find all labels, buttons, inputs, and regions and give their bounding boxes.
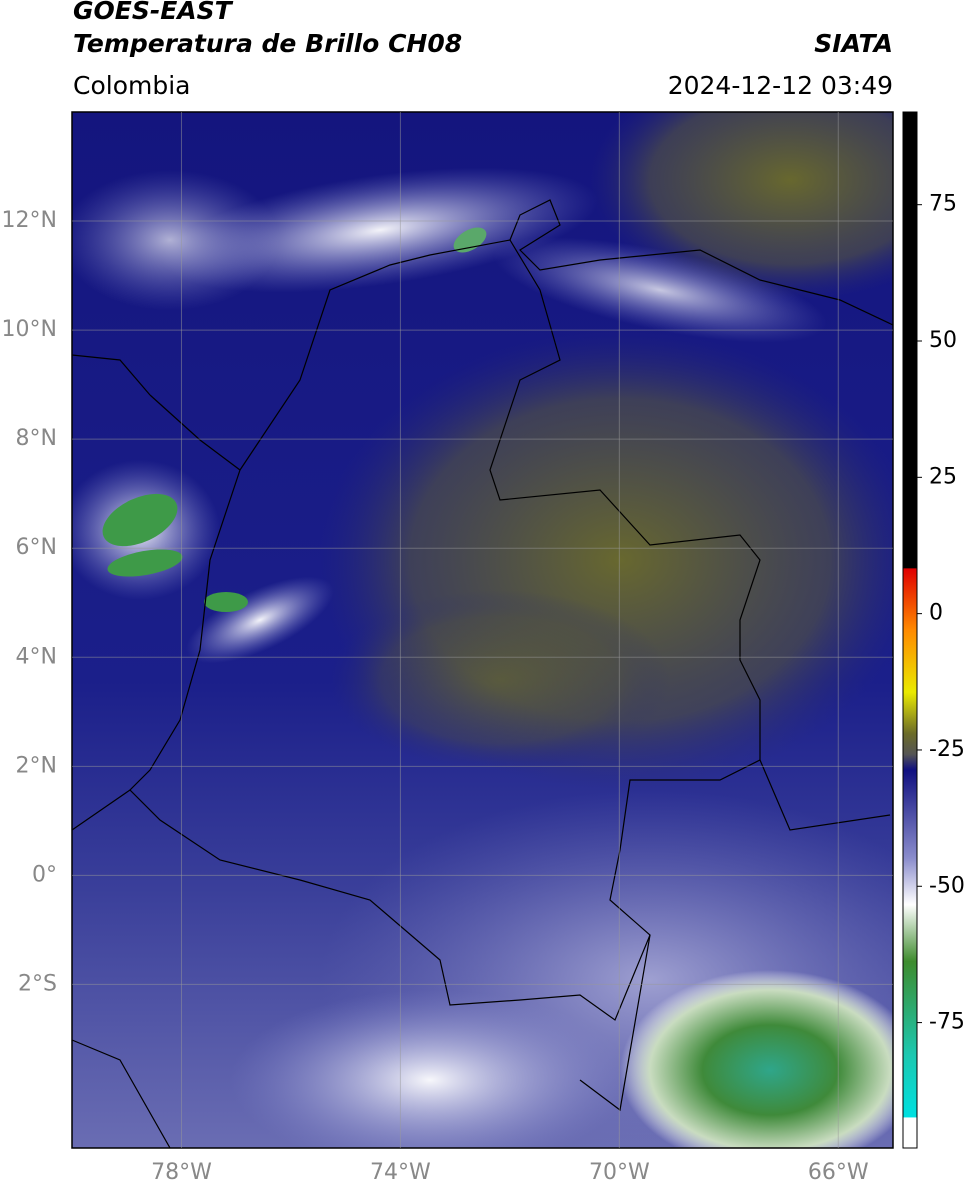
y-tick-label: 12°N [2,208,57,233]
colorbar-tick-label: -75 [929,1010,965,1035]
deep-convection [107,549,183,577]
x-tick-label: 66°W [808,1160,869,1185]
border-line [71,354,651,1149]
colorbar-tick-label: 25 [929,464,957,489]
x-tick-label: 70°W [589,1160,650,1185]
satellite-image [72,112,893,1148]
coastline [509,199,894,326]
borders [71,199,894,1149]
colorbar-tick-label: 0 [929,601,943,626]
deep-convection [102,493,178,547]
border-line [239,239,761,760]
colorbar-tick-label: -50 [929,873,965,898]
deep-convection [204,592,248,612]
cloud [186,576,334,664]
cloud [230,990,630,1148]
datetime: 2024-12-12 03:49 [667,71,893,100]
subtitle: Temperatura de Brillo CH08 [73,29,463,58]
y-tick-label: 2°S [18,971,57,996]
colorbar-tick-label: -25 [929,737,965,762]
y-tick-label: 4°N [16,644,57,669]
y-tick-label: 10°N [2,317,57,342]
colorbar-tick-label: 50 [929,328,957,353]
x-tick-label: 74°W [370,1160,431,1185]
colorbar-tick-label: 75 [929,192,957,217]
warm-area [330,590,670,770]
y-tick-label: 6°N [16,535,57,560]
source: SIATA [814,29,893,58]
title: GOES-EAST [73,0,232,25]
border-line [129,394,891,1021]
y-tick-label: 0° [32,862,57,887]
map-frame [71,111,894,1149]
region: Colombia [73,71,191,100]
colorbar [902,111,918,1149]
deep-convection [620,970,893,1148]
y-tick-label: 2°N [16,753,57,778]
cloud [72,170,280,310]
x-tick-label: 78°W [151,1160,212,1185]
y-tick-label: 8°N [16,426,57,451]
